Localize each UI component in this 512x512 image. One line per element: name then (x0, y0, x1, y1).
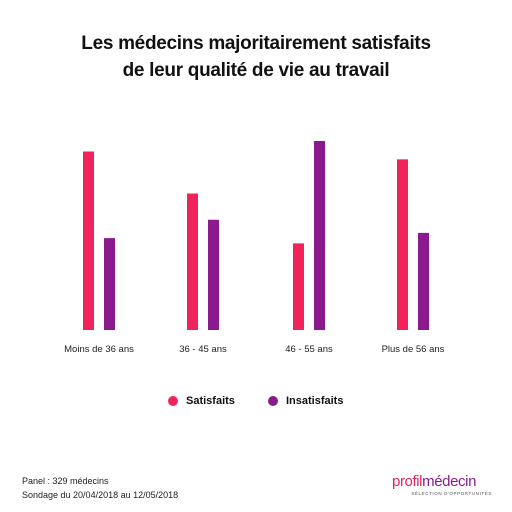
profilmedecin-logo: profilmédecin SÉLECTION D'OPPORTUNITÉS (392, 474, 492, 497)
logo-part-2: médecin (422, 473, 477, 490)
legend-swatch-satisfaits (168, 396, 178, 406)
chart-title: Les médecins majoritairement satisfaits … (0, 30, 512, 84)
panel-note: Panel : 329 médecins (22, 476, 109, 486)
bar-satisfaits-2 (187, 193, 198, 330)
category-label-1: Moins de 36 ans (64, 344, 134, 355)
logo-tagline: SÉLECTION D'OPPORTUNITÉS (411, 491, 492, 496)
legend: Satisfaits Insatisfaits (0, 395, 512, 411)
chart-title-line-2: de leur qualité de vie au travail (122, 60, 390, 81)
legend-label-insatisfaits: Insatisfaits (286, 395, 344, 407)
survey-dates-note: Sondage du 20/04/2018 au 12/05/2018 (22, 490, 179, 500)
bar-insatisfaits-1 (104, 238, 115, 330)
logo-part-1: profil (392, 473, 423, 490)
legend-label-satisfaits: Satisfaits (186, 395, 235, 407)
bar-insatisfaits-2 (208, 219, 219, 330)
logo-wordmark: profilmédecin (392, 474, 492, 490)
category-label-4: Plus de 56 ans (382, 344, 445, 355)
category-label-2: 36 - 45 ans (179, 344, 227, 355)
bar-satisfaits-1 (83, 151, 94, 330)
bar-satisfaits-4 (397, 159, 408, 330)
bar-insatisfaits-4 (418, 232, 429, 330)
footer-notes: Panel : 329 médecins Sondage du 20/04/20… (22, 474, 178, 502)
chart-title-line-1: Les médecins majoritairement satisfaits (81, 33, 431, 54)
bar-satisfaits-3 (293, 243, 304, 330)
legend-item-satisfaits: Satisfaits (168, 395, 235, 407)
legend-swatch-insatisfaits (268, 396, 278, 406)
bar-insatisfaits-3 (314, 141, 325, 330)
legend-item-insatisfaits: Insatisfaits (268, 395, 343, 407)
category-label-3: 46 - 55 ans (285, 344, 333, 355)
